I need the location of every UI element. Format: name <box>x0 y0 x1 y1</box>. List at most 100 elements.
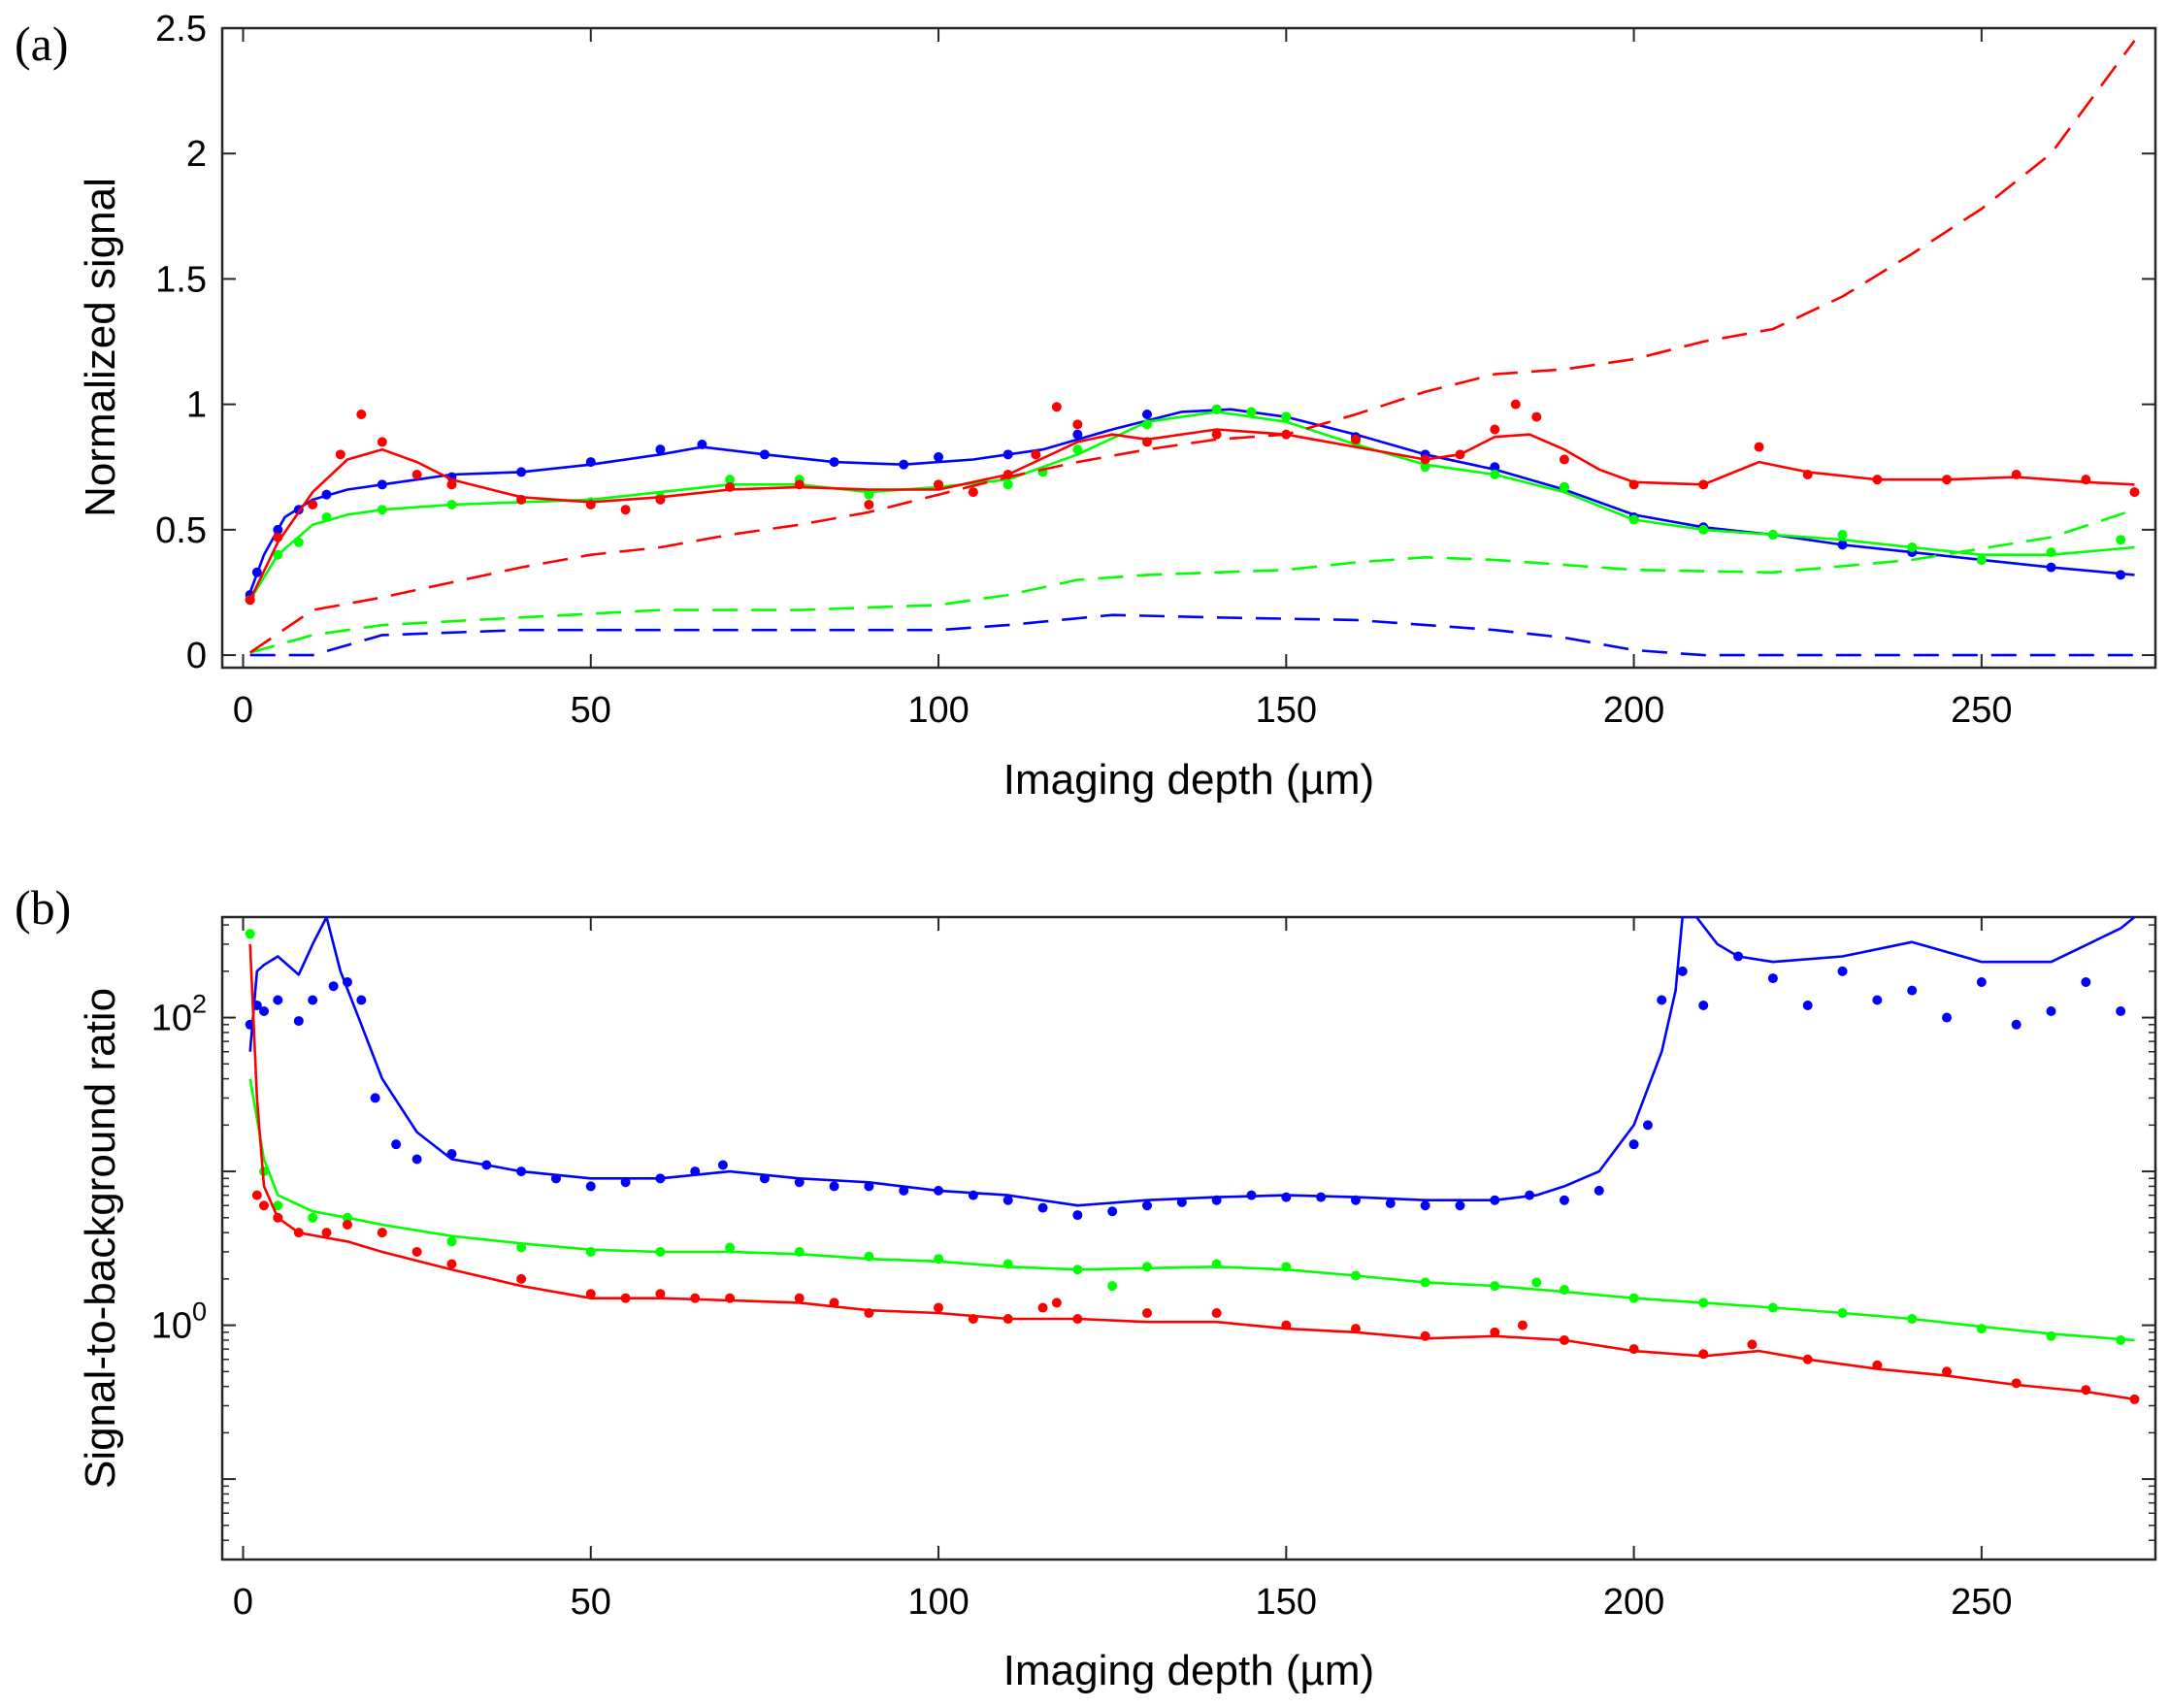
panel-b-y-ticks: 100 102 <box>151 924 2155 1560</box>
panel-a-blue-points-point <box>1072 429 1083 440</box>
panel-b-blue-points-point <box>2081 977 2091 988</box>
panel-b-blue-points-point <box>1037 1202 1048 1213</box>
panel-b-y-axis-label: Signal-to-background ratio <box>77 988 124 1489</box>
panel-b-blue-points-point <box>308 995 318 1005</box>
panel-b-blue-points-point <box>1907 985 1918 996</box>
panel-b-green-points-point <box>725 1242 736 1253</box>
panel-a-green-points <box>245 404 2126 606</box>
panel-a-red-points-point <box>335 449 345 460</box>
panel-a-green-points-point <box>725 475 736 485</box>
panel-b-green-points-point <box>1142 1262 1153 1272</box>
panel-b-blue-points <box>245 951 2126 1221</box>
panel-b-blue-points-point <box>1802 1000 1813 1010</box>
panel-a-x-tick-label: 150 <box>1256 690 1317 731</box>
panel-b-blue-points-point <box>293 1016 304 1027</box>
panel-a-red-points-point <box>1350 434 1361 444</box>
panel-b-red-points-point <box>411 1246 422 1257</box>
panel-a-red-points-point <box>1754 442 1764 452</box>
panel-a-red-fit <box>248 428 2135 601</box>
panel-b-blue-points-point <box>1420 1200 1430 1211</box>
panel-b-y-tick-label: 100 <box>151 1297 207 1347</box>
panel-a-green-points-point <box>1002 479 1013 490</box>
panel-b-blue-points-point <box>328 981 339 992</box>
panel-a-y-tick-label: 1.5 <box>155 259 207 300</box>
panel-a-y-tick-label: 0.5 <box>155 510 207 551</box>
panel-b-blue-points-point <box>1677 966 1688 976</box>
panel-a-red-points-point <box>356 409 367 419</box>
panel-a-y-tick-label: 1 <box>186 385 207 426</box>
panel-a-x-tick-label: 250 <box>1951 690 2012 731</box>
panel-a-x-tick-label: 50 <box>571 690 611 731</box>
panel-a-blue-points-point <box>655 444 666 455</box>
panel-b-blue-points-point <box>2116 1005 2126 1016</box>
panel-b-green-points-point <box>516 1242 527 1253</box>
panel-b-blue-points-point <box>1837 966 1848 976</box>
panel-b-blue-points-point <box>1002 1195 1013 1205</box>
panel-b-blue-points-point <box>864 1181 874 1192</box>
panel-a-x-axis-label: Imaging depth (µm) <box>1003 756 1374 804</box>
panel-b-red-points-point <box>258 1200 269 1211</box>
panel-b-red-points-point <box>794 1293 805 1303</box>
panel-b-red-points-point <box>1211 1308 1222 1319</box>
panel-b-blue-points-point <box>829 1181 839 1192</box>
panel-b-red-points-point <box>1698 1349 1709 1360</box>
panel-b-blue-points-point <box>1072 1210 1083 1221</box>
panel-b-blue-points-point <box>717 1160 728 1170</box>
panel-b-x-tick-label: 50 <box>571 1582 611 1623</box>
panel-a: (a) 0 50 100 150 200 250 0 0.5 1 1.5 2 2.5 Imaging… <box>15 9 2157 804</box>
panel-b-red-points-point <box>321 1228 332 1238</box>
panel-b-plot-area <box>220 915 2157 1561</box>
panel-b: (b) 0 50 100 150 200 250 100 102 Imaging depth… <box>15 880 2157 1694</box>
panel-b-blue-points-point <box>411 1154 422 1165</box>
panel-a-x-tick-label: 0 <box>233 690 253 731</box>
panel-b-x-axis-label: Imaging depth (µm) <box>1003 1647 1374 1694</box>
panel-a-red-points-point <box>1031 449 1041 460</box>
panel-a-blue-points-point <box>934 451 944 462</box>
panel-a-green-points-point <box>1559 481 1569 492</box>
panel-b-red-points-point <box>251 1190 262 1200</box>
panel-b-red-points-point <box>1051 1297 1062 1308</box>
panel-a-red-points-point <box>377 437 387 447</box>
panel-a-blue-background <box>249 613 2135 657</box>
panel-a-y-axis-label: Normalized signal <box>77 178 124 517</box>
panel-b-blue-points-point <box>370 1093 380 1103</box>
panel-a-red-points-point <box>411 470 422 480</box>
panel-b-green-points-point <box>273 1200 283 1211</box>
panel-b-blue-points-point <box>1594 1185 1604 1196</box>
panel-b-blue-points-point <box>794 1177 805 1188</box>
panel-b-blue-points-point <box>1281 1192 1292 1202</box>
panel-b-blue-points-point <box>1385 1198 1396 1208</box>
panel-b-red-points-point <box>655 1289 666 1299</box>
panel-b-red-points-point <box>1490 1327 1500 1337</box>
panel-b-blue-points-point <box>899 1185 909 1196</box>
panel-a-red-background <box>248 40 2136 654</box>
panel-a-red-points-point <box>245 595 255 606</box>
panel-b-x-tick-label: 200 <box>1603 1582 1664 1623</box>
panel-b-red-points-point <box>585 1289 596 1299</box>
panel-a-green-points-point <box>1976 554 1987 565</box>
panel-b-green-points-point <box>245 929 255 939</box>
panel-a-red-points-point <box>968 487 978 498</box>
panel-b-red-fit <box>248 943 2135 1401</box>
panel-b-series <box>245 917 2140 1404</box>
panel-a-green-points-point <box>1837 530 1848 541</box>
panel-b-red-points-point <box>934 1302 944 1313</box>
panel-b-blue-points-point <box>1142 1200 1153 1211</box>
panel-b-green-points-point <box>308 1212 318 1223</box>
panel-b-x-ticks: 0 50 100 150 200 250 <box>233 917 2013 1623</box>
panel-b-blue-points-point <box>620 1177 631 1188</box>
panel-b-red-points-point <box>377 1228 387 1238</box>
panel-b-blue-points-point <box>2046 1005 2056 1016</box>
panel-a-red-points-point <box>934 479 944 490</box>
panel-a-red-points-point <box>1531 411 1542 422</box>
panel-b-x-tick-label: 250 <box>1951 1582 2012 1623</box>
panel-b-blue-points-point <box>1628 1139 1639 1150</box>
panel-b-blue-points-point <box>1942 1012 1953 1023</box>
panel-a-red-points-point <box>1072 419 1083 430</box>
panel-a-y-tick-label: 2 <box>186 134 207 175</box>
panel-b-red-points-point <box>516 1273 527 1284</box>
panel-a-red-points-point <box>2129 487 2140 498</box>
panel-b-blue-points-point <box>1976 977 1987 988</box>
panel-b-blue-points-point <box>356 995 367 1005</box>
